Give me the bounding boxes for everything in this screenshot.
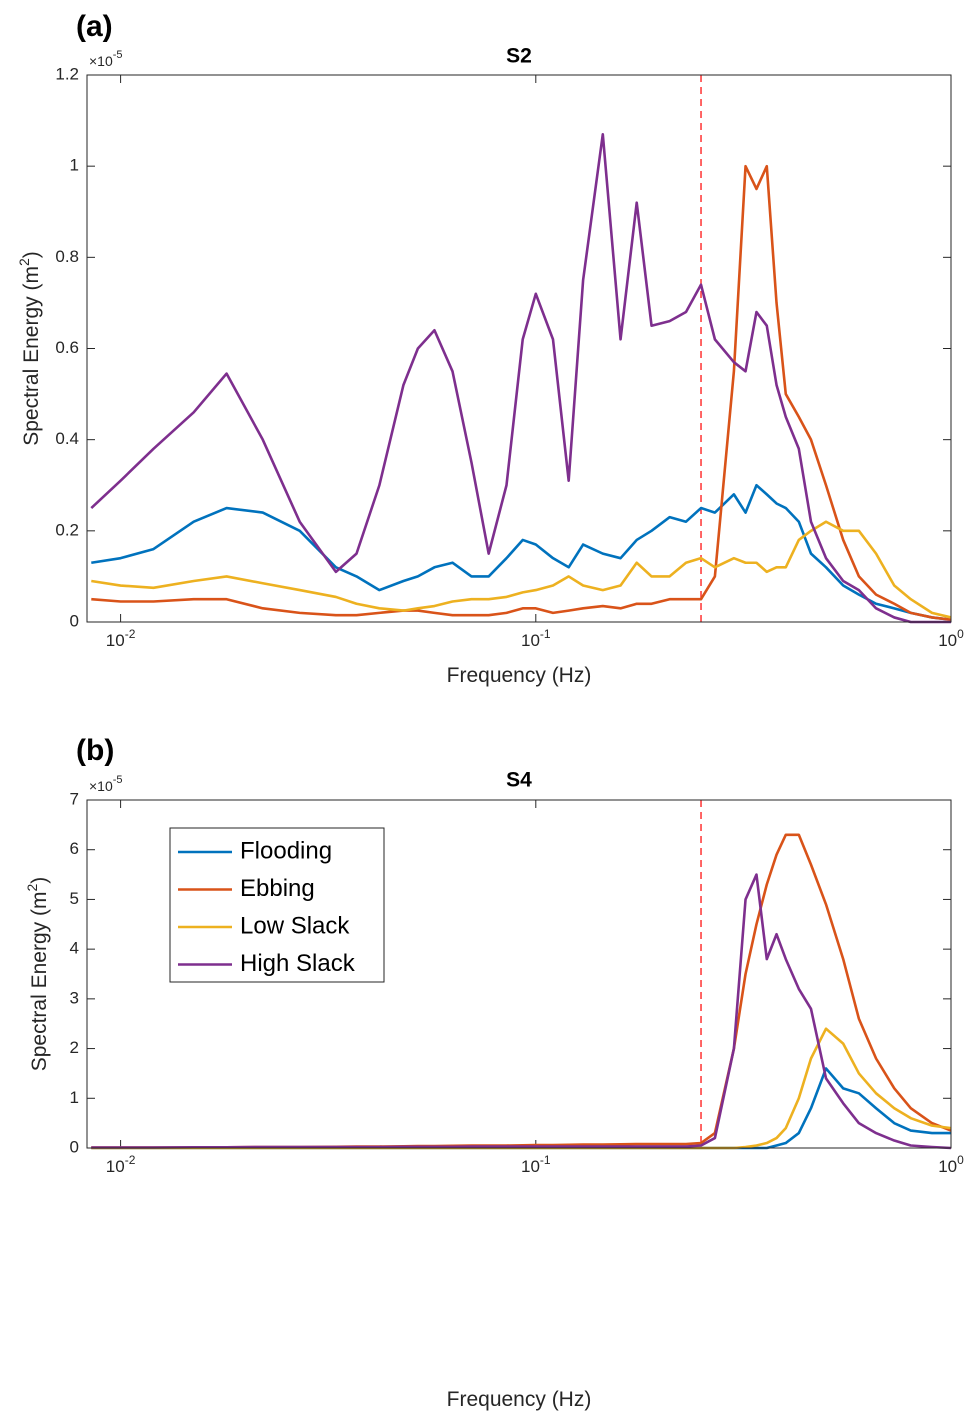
x-tick-label: 10-1 (521, 1153, 551, 1176)
y-tick-label: 1 (70, 156, 79, 175)
plot-area (87, 75, 951, 622)
series-line (91, 873, 952, 1150)
legend-box (169, 827, 385, 983)
y-tick-label: 3 (70, 988, 79, 1007)
panel-label: (b) (76, 734, 114, 767)
axes-frame (86, 74, 952, 623)
legend: Flooding Ebbing Low Slack High Slack (169, 827, 385, 983)
subplot: (a) S2 ×10-5 Frequency (Hz) Spectral Energy … (16, 10, 964, 687)
y-tick-label: 0 (70, 611, 79, 630)
y-tick-label: 0.4 (55, 429, 79, 448)
y-axis-label: Spectral Energy (m2) (16, 251, 43, 446)
chart-title: S4 (506, 769, 532, 792)
legend-label: Flooding (240, 837, 332, 864)
x-tick-label: 100 (938, 627, 964, 650)
series-line (91, 483, 952, 622)
chart-title: S2 (506, 45, 532, 68)
y-tick-label: 5 (70, 889, 79, 908)
y-tick-label: 0.6 (55, 338, 79, 357)
legend-label: Ebbing (240, 875, 315, 902)
y-tick-label: 1 (70, 1088, 79, 1107)
x-tick-label: 100 (938, 1153, 964, 1176)
y-tick-label: 0.8 (55, 247, 79, 266)
y-multiplier: ×10-5 (89, 49, 123, 69)
series-line (91, 164, 952, 622)
x-tick-label: 10-2 (106, 627, 136, 650)
y-tick-label: 1.2 (55, 64, 79, 83)
x-tick-label: 10-1 (521, 627, 551, 650)
x-tick-label: 10-2 (106, 1153, 136, 1176)
y-tick-label: 0.2 (55, 520, 79, 539)
legend-label: High Slack (240, 950, 356, 977)
x-axis-label: Frequency (Hz) (447, 664, 592, 687)
x-axis-label: Frequency (Hz) (447, 1388, 592, 1411)
series-line (90, 132, 951, 624)
subplot: (b) S4 ×10-5 Frequency (Hz) Spectral Energy … (24, 734, 964, 1411)
panel-label: (a) (76, 10, 113, 43)
y-tick-label: 2 (70, 1038, 79, 1057)
series-line (91, 520, 952, 619)
y-tick-label: 6 (70, 839, 79, 858)
y-tick-label: 7 (70, 789, 79, 808)
legend-label: Low Slack (240, 912, 350, 939)
y-axis-label: Spectral Energy (m2) (24, 877, 51, 1072)
y-multiplier: ×10-5 (89, 774, 123, 794)
axes-frame (86, 799, 952, 1149)
y-tick-label: 0 (70, 1137, 79, 1156)
y-tick-label: 4 (70, 939, 79, 958)
